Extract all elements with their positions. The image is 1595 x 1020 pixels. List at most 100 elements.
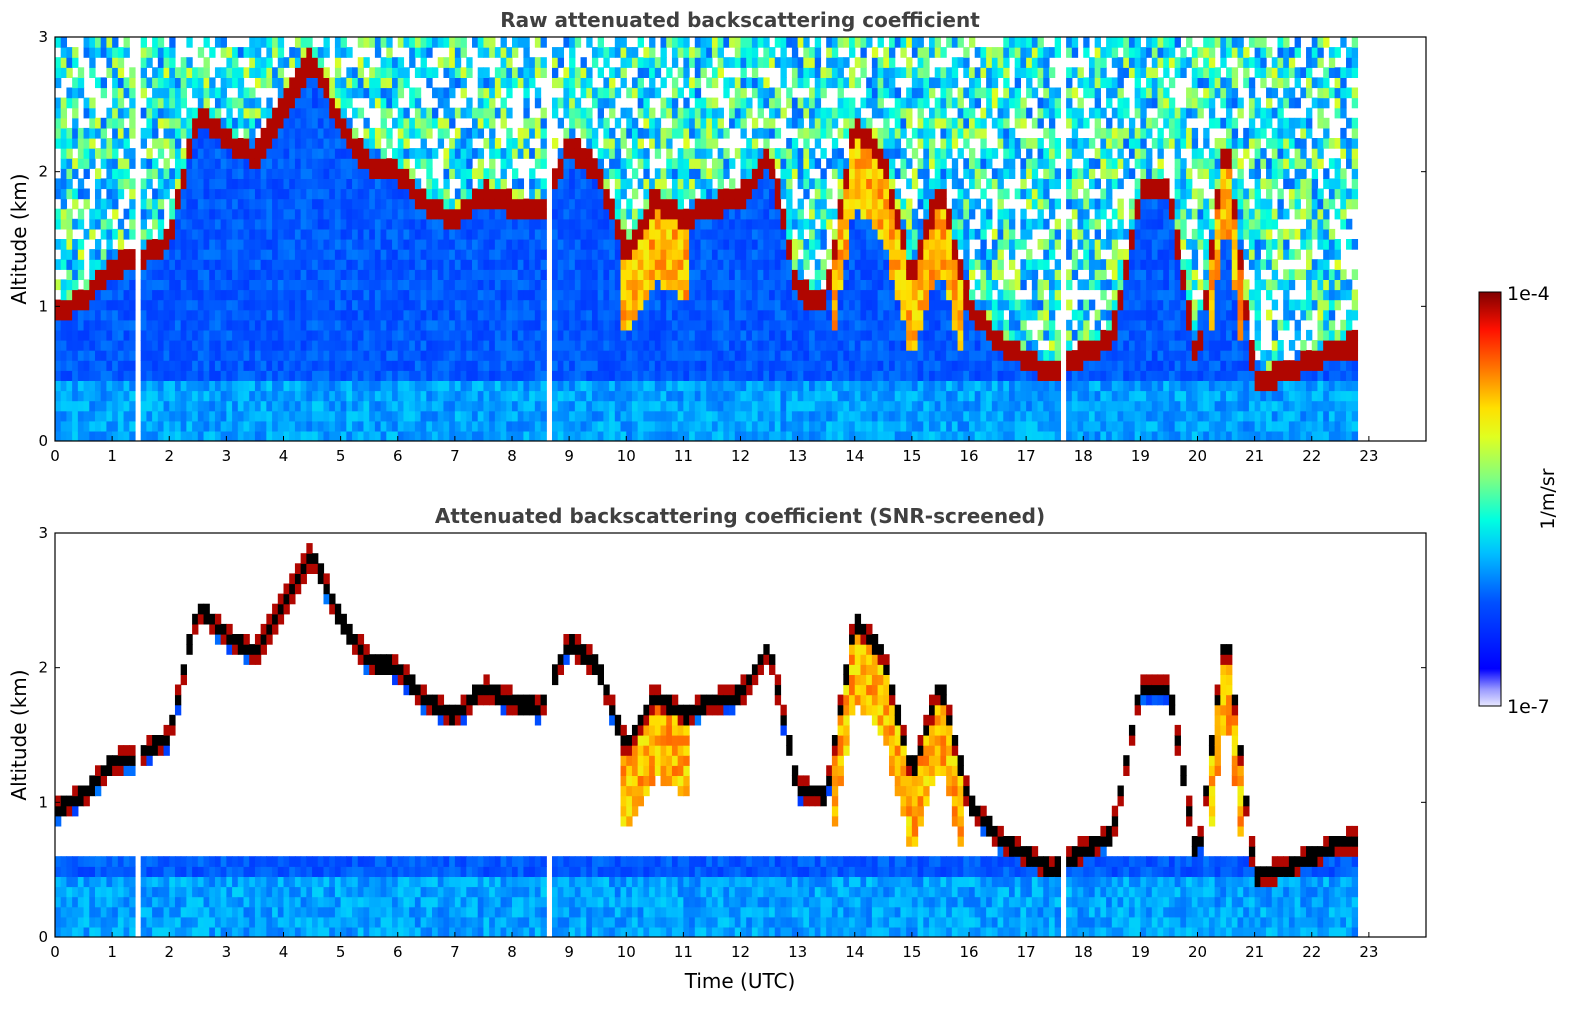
heatmap-cell — [489, 350, 496, 361]
heatmap-cell — [83, 350, 90, 361]
heatmap-cell — [72, 279, 79, 291]
heatmap-cell — [129, 410, 136, 422]
heatmap-cell — [791, 329, 799, 341]
heatmap-cell — [626, 279, 633, 291]
heatmap-cell — [700, 198, 707, 210]
heatmap-cell — [569, 239, 576, 250]
heatmap-cell — [409, 420, 416, 432]
heatmap-cell — [729, 430, 736, 441]
heatmap-cell — [437, 138, 445, 149]
heatmap-cell — [397, 107, 405, 119]
heatmap-cell — [209, 340, 216, 351]
heatmap-cell — [523, 269, 530, 280]
heatmap-cell — [466, 309, 473, 321]
heatmap-cell — [729, 269, 736, 280]
heatmap-cell — [529, 299, 536, 311]
heatmap-cell — [346, 208, 353, 220]
heatmap-cell — [466, 279, 473, 291]
heatmap-cell — [843, 198, 850, 210]
heatmap-cell — [214, 148, 222, 159]
heatmap-cell — [152, 269, 159, 280]
heatmap-cell — [472, 259, 479, 270]
heatmap-cell — [454, 67, 462, 78]
heatmap-cell — [266, 239, 273, 250]
heatmap-cell — [272, 430, 279, 441]
heatmap-cell — [449, 370, 456, 381]
heatmap-cell — [774, 228, 782, 240]
heatmap-cell — [260, 218, 267, 230]
heatmap-cell — [814, 269, 822, 280]
heatmap-cell — [563, 107, 570, 119]
heatmap-cell — [414, 107, 422, 119]
heatmap-cell — [140, 239, 147, 250]
heatmap-cell — [506, 370, 513, 381]
heatmap-cell — [483, 340, 490, 351]
heatmap-cell — [89, 309, 96, 321]
heatmap-cell — [597, 309, 604, 321]
heatmap-cell — [334, 420, 342, 432]
heatmap-cell — [734, 289, 742, 301]
heatmap-cell — [180, 289, 187, 301]
heatmap-cell — [397, 198, 405, 210]
heatmap-cell — [163, 340, 170, 351]
heatmap-cell — [180, 168, 187, 179]
heatmap-cell — [157, 138, 165, 149]
heatmap-cell — [660, 127, 667, 139]
heatmap-cell — [597, 239, 604, 250]
heatmap-cell — [392, 87, 399, 99]
heatmap-cell — [112, 370, 119, 381]
heatmap-cell — [540, 340, 547, 351]
heatmap-cell — [83, 370, 90, 381]
heatmap-cell — [500, 360, 507, 371]
heatmap-cell — [209, 299, 216, 311]
heatmap-cell — [769, 370, 776, 381]
heatmap-cell — [249, 299, 256, 311]
heatmap-cell — [563, 360, 570, 371]
heatmap-cell — [180, 390, 187, 402]
heatmap-cell — [820, 390, 827, 402]
heatmap-cell — [843, 239, 850, 250]
heatmap-cell — [249, 228, 256, 240]
heatmap-cell — [334, 168, 342, 179]
heatmap-cell — [283, 319, 290, 331]
heatmap-cell — [563, 319, 570, 331]
heatmap-cell — [586, 239, 593, 250]
heatmap-cell — [192, 430, 199, 441]
heatmap-cell — [843, 360, 850, 371]
heatmap-cell — [163, 47, 170, 58]
heatmap-cell — [494, 430, 502, 441]
heatmap-cell — [77, 410, 85, 422]
heatmap-cell — [243, 198, 250, 210]
heatmap-cell — [157, 249, 165, 260]
heatmap-cell — [403, 420, 410, 432]
heatmap-cell — [443, 309, 450, 321]
heatmap-cell — [529, 148, 536, 159]
heatmap-cell — [586, 218, 593, 230]
heatmap-cell — [300, 178, 307, 190]
heatmap-cell — [751, 309, 759, 321]
heatmap-cell — [654, 360, 662, 371]
heatmap-cell — [706, 178, 713, 190]
heatmap-cell — [72, 198, 79, 210]
heatmap-cell — [649, 208, 656, 220]
heatmap-cell — [763, 127, 770, 139]
heatmap-cell — [740, 319, 747, 331]
heatmap-cell — [826, 430, 833, 441]
heatmap-cell — [140, 380, 147, 392]
heatmap-cell — [791, 239, 799, 250]
heatmap-cell — [203, 249, 210, 260]
heatmap-cell — [763, 410, 770, 422]
heatmap-cell — [460, 370, 467, 381]
heatmap-cell — [163, 360, 170, 371]
heatmap-cell — [460, 350, 467, 361]
heatmap-cell — [643, 259, 650, 270]
heatmap-cell — [654, 319, 662, 331]
heatmap-cell — [346, 390, 353, 402]
heatmap-cell — [146, 329, 153, 341]
heatmap-cell — [186, 370, 193, 381]
heatmap-cell — [89, 117, 96, 129]
heatmap-cell — [483, 47, 490, 58]
heatmap-cell — [300, 350, 307, 361]
heatmap-cell — [694, 430, 702, 441]
heatmap-cell — [283, 309, 290, 321]
